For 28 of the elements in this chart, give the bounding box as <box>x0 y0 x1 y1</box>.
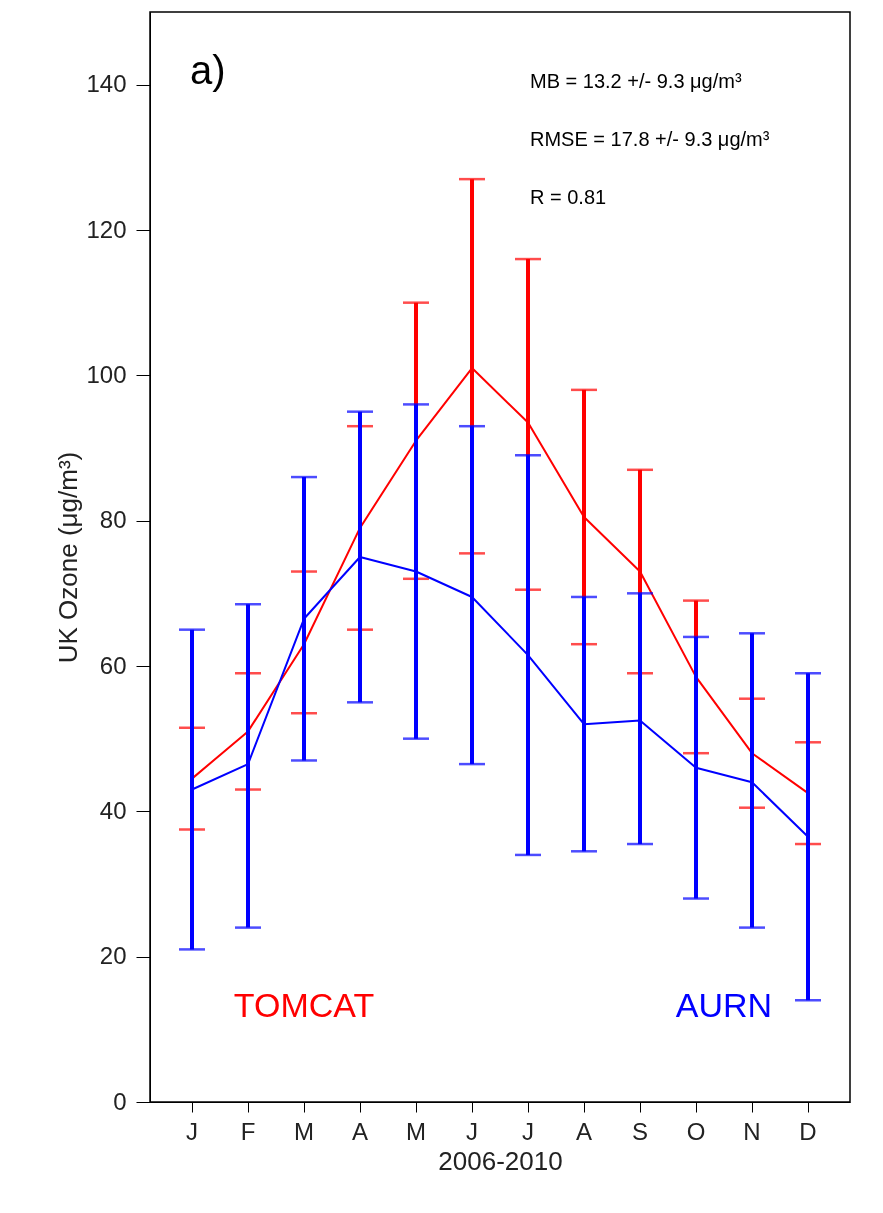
y-tick-label: 20 <box>99 942 127 970</box>
x-axis-title: 2006-2010 <box>438 1145 563 1176</box>
x-tick-label: A <box>351 1117 369 1145</box>
y-tick-label: 40 <box>99 796 127 824</box>
y-tick-label: 120 <box>86 215 127 243</box>
annotation: a) <box>190 48 226 92</box>
x-tick-label: N <box>743 1117 761 1145</box>
x-tick-label: J <box>186 1117 198 1145</box>
x-tick-label: D <box>799 1117 817 1145</box>
y-tick-label: 80 <box>99 506 127 534</box>
annotation: R = 0.81 <box>530 186 607 208</box>
y-tick-label: 60 <box>99 651 127 679</box>
x-tick-label: O <box>686 1117 706 1145</box>
annotation: MB = 13.2 +/- 9.3 μg/m³ <box>530 70 742 92</box>
y-tick-label: 0 <box>113 1087 127 1115</box>
x-tick-label: M <box>294 1117 314 1145</box>
x-tick-label: J <box>522 1117 534 1145</box>
text: AURN <box>675 986 773 1024</box>
x-tick-label: F <box>240 1117 256 1145</box>
y-tick-label: 140 <box>86 70 127 98</box>
x-tick-label: M <box>406 1117 426 1145</box>
y-axis-title: UK Ozone (μg/m³) <box>53 451 84 664</box>
y-tick-label: 100 <box>86 360 127 388</box>
annotation: RMSE = 17.8 +/- 9.3 μg/m³ <box>530 128 770 150</box>
x-tick-label: J <box>466 1117 478 1145</box>
x-tick-label: S <box>631 1117 649 1145</box>
text: TOMCAT <box>233 986 375 1024</box>
x-tick-label: A <box>575 1117 593 1145</box>
